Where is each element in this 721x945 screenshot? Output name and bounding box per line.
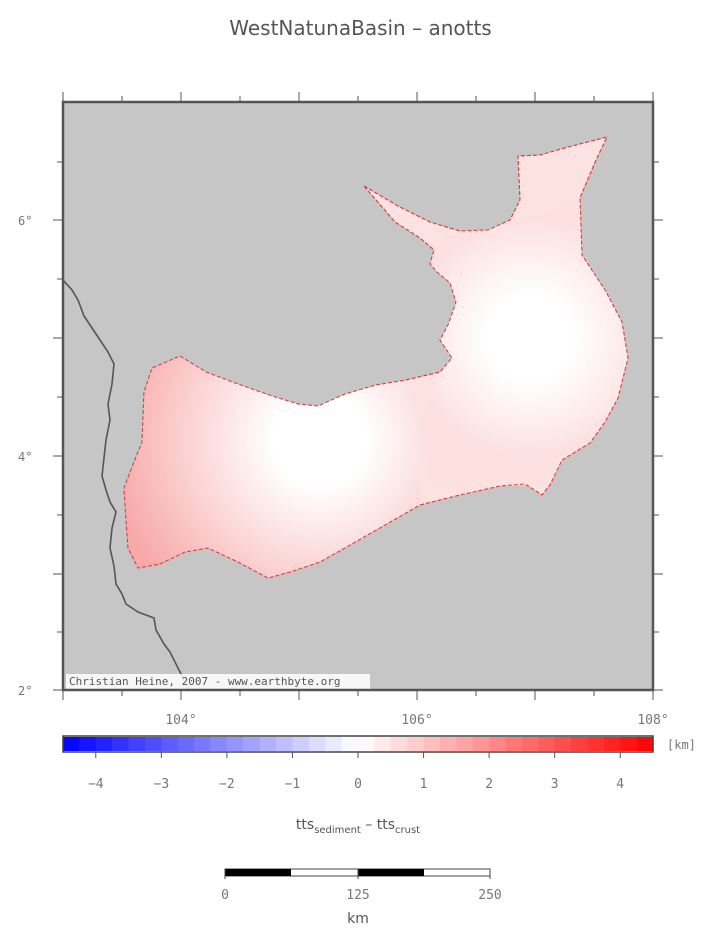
colorbar-cell [161, 737, 179, 751]
map-title: WestNatunaBasin – anotts [229, 16, 492, 40]
scale-bar-segment [358, 869, 424, 876]
colorbar-cell [636, 737, 654, 751]
scale-bar-segment [225, 869, 291, 876]
colorbar-cell [521, 737, 539, 751]
colorbar-cell [358, 737, 375, 751]
colorbar-cell [423, 737, 441, 751]
colorbar-cell [63, 737, 80, 751]
colorbar-cell [390, 737, 408, 751]
colorbar-cell [374, 737, 392, 751]
colorbar-cell [276, 737, 294, 751]
credit-box [66, 674, 370, 689]
lat-label-2: 2° [18, 684, 32, 698]
credit-text: Christian Heine, 2007 - www.earthbyte.or… [69, 675, 341, 688]
lon-label-104: 104° [165, 713, 196, 728]
colorbar-cell [456, 737, 474, 751]
colorbar-cell [538, 737, 556, 751]
colorbar-cell [144, 737, 162, 751]
lat-label-6: 6° [18, 214, 32, 228]
colorbar-tick-label: 0 [354, 777, 362, 792]
colorbar-cell [325, 737, 343, 751]
colorbar-cell [472, 737, 490, 751]
colorbar-tick-label: −4 [88, 777, 104, 792]
colorbar-cell [308, 737, 326, 751]
colorbar-tick-label: −2 [219, 777, 235, 792]
colorbar-tick-label: −1 [285, 777, 301, 792]
colorbar-cell [407, 737, 425, 751]
colorbar-cell [603, 737, 621, 751]
coastline [63, 279, 189, 690]
colorbar-tick-label: 3 [551, 777, 559, 792]
colorbar-tick-label: 1 [420, 777, 428, 792]
colorbar-ticks: −4 −3 −2 −1 0 1 2 3 4 [88, 752, 624, 792]
colorbar-cell [341, 737, 359, 751]
colorbar-tick-label: 4 [616, 777, 624, 792]
colorbar-cell [489, 737, 507, 751]
colorbar-cell [554, 737, 572, 751]
scale-label-250: 250 [478, 888, 501, 903]
colorbar-cell [79, 737, 97, 751]
colorbar-cell [210, 737, 228, 751]
colorbar-cell [439, 737, 457, 751]
colorbar-cell [292, 737, 310, 751]
basin-west-shading [124, 356, 420, 578]
scale-unit: km [347, 911, 369, 927]
colorbar-cell [226, 737, 244, 751]
basin-east-shading [420, 198, 628, 495]
colorbar-cell [128, 737, 146, 751]
map-ticks [53, 92, 663, 700]
colorbar-cell [571, 737, 589, 751]
colorbar-unit: [km] [667, 738, 696, 752]
scale-label-0: 0 [221, 888, 229, 903]
basin-outline [123, 136, 629, 579]
colorbar-cell [620, 737, 638, 751]
colorbar-cell [95, 737, 113, 751]
colorbar-cell [243, 737, 261, 751]
scale-bar [224, 868, 491, 879]
colorbar-tick-label: 2 [485, 777, 493, 792]
colorbar-cell [112, 737, 130, 751]
colorbar-label: ttssediment – ttscrust [296, 817, 420, 836]
colorbar-cells [63, 737, 654, 751]
lon-label-108: 108° [637, 713, 668, 728]
colorbar-cell [177, 737, 195, 751]
scale-label-125: 125 [346, 888, 369, 903]
colorbar-cell [505, 737, 523, 751]
colorbar-cell [194, 737, 212, 751]
colorbar-cell [587, 737, 605, 751]
colorbar-tick-label: −3 [154, 777, 170, 792]
lon-label-106: 106° [401, 713, 432, 728]
colorbar-cell [259, 737, 277, 751]
lat-label-4: 4° [18, 450, 32, 464]
